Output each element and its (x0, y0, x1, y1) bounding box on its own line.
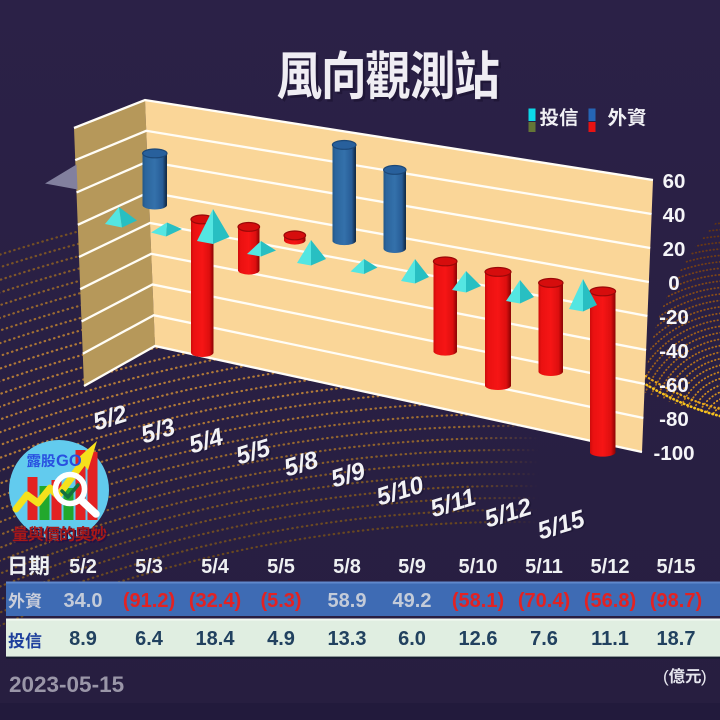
svg-text:11.1: 11.1 (591, 628, 629, 650)
svg-text:5/8: 5/8 (333, 556, 361, 578)
svg-text:49.2: 49.2 (393, 590, 432, 612)
svg-text:7.6: 7.6 (530, 628, 558, 650)
svg-text:5/12: 5/12 (591, 556, 630, 578)
svg-text:4.9: 4.9 (267, 628, 295, 650)
svg-text:(91.2): (91.2) (123, 590, 175, 612)
svg-text:18.7: 18.7 (657, 628, 696, 650)
svg-text:5/9: 5/9 (398, 556, 426, 578)
svg-text:13.3: 13.3 (328, 628, 367, 650)
svg-text:(32.4): (32.4) (189, 590, 241, 612)
svg-text:6.4: 6.4 (135, 628, 164, 650)
svg-text:(5.3): (5.3) (260, 590, 301, 612)
svg-text:5/2: 5/2 (69, 556, 97, 578)
svg-text:(: ( (663, 667, 669, 686)
svg-text:60: 60 (663, 170, 686, 193)
svg-text:40: 40 (663, 204, 686, 227)
svg-text:20: 20 (663, 238, 686, 261)
svg-text:34.0: 34.0 (64, 590, 103, 612)
svg-text:GO: GO (56, 452, 82, 470)
svg-text:5/10: 5/10 (459, 556, 498, 578)
svg-text:-40: -40 (659, 340, 689, 363)
svg-text:5/3: 5/3 (135, 556, 163, 578)
svg-text:12.6: 12.6 (459, 628, 498, 650)
svg-text:18.4: 18.4 (196, 628, 236, 650)
svg-text:6.0: 6.0 (398, 628, 426, 650)
svg-text:5/4: 5/4 (201, 556, 230, 578)
svg-text:2023-05-15: 2023-05-15 (9, 672, 124, 697)
svg-text:8.9: 8.9 (69, 628, 97, 650)
svg-text:5/11: 5/11 (525, 556, 563, 578)
svg-text:-80: -80 (659, 408, 689, 431)
svg-text:5/5: 5/5 (267, 556, 295, 578)
svg-text:(58.1): (58.1) (452, 590, 504, 612)
svg-text:(98.7): (98.7) (650, 590, 702, 612)
svg-text:58.9: 58.9 (328, 590, 367, 612)
svg-text:-100: -100 (653, 442, 694, 465)
svg-text:-20: -20 (659, 306, 689, 329)
svg-text:-60: -60 (659, 374, 689, 397)
svg-text:(70.4): (70.4) (518, 590, 570, 612)
svg-text:0: 0 (668, 272, 679, 295)
svg-text:(56.8): (56.8) (584, 590, 636, 612)
svg-text:): ) (701, 667, 707, 686)
svg-text:5/15: 5/15 (657, 556, 696, 578)
